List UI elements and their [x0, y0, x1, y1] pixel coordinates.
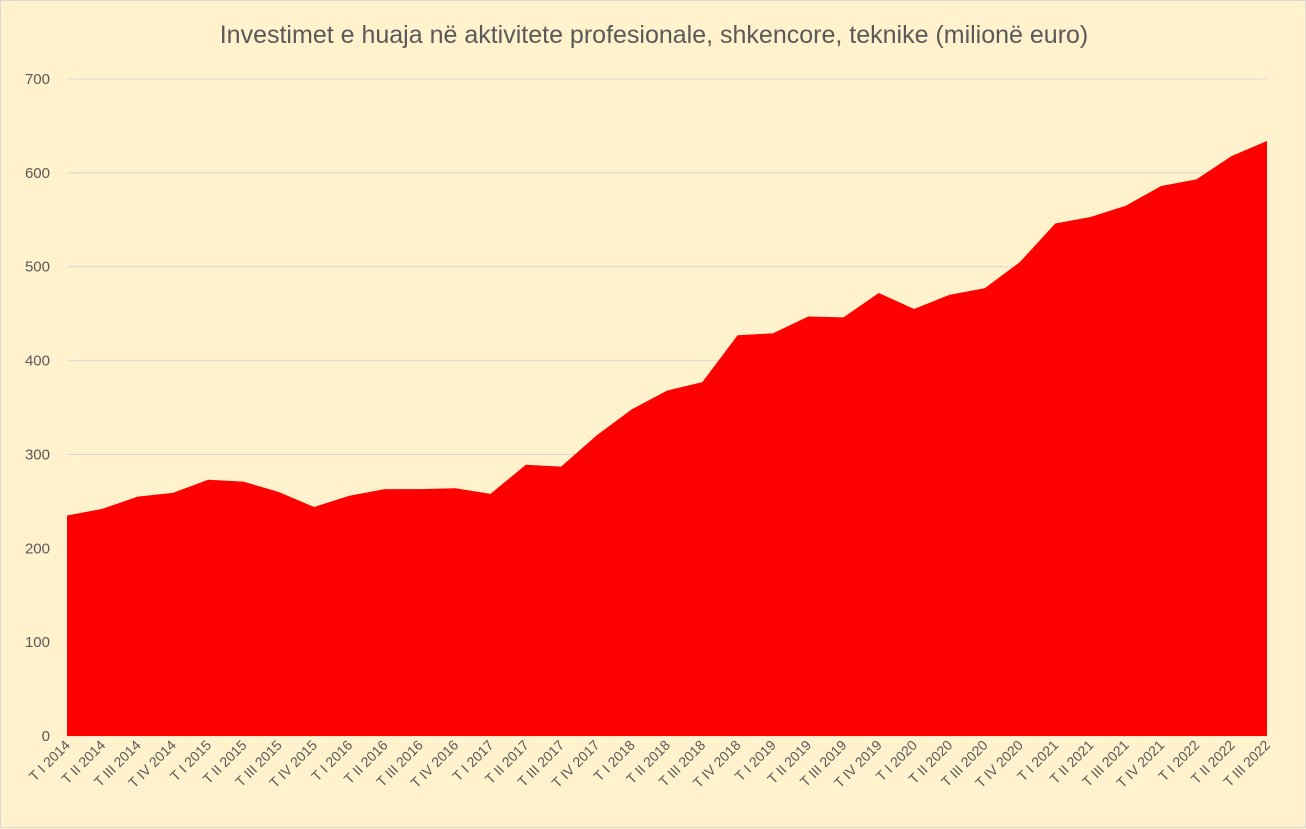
area-series: [67, 140, 1267, 736]
y-tick-label: 700: [25, 71, 50, 88]
y-tick-label: 100: [25, 634, 50, 651]
y-tick-label: 600: [25, 165, 50, 182]
y-tick-label: 400: [25, 353, 50, 370]
chart-title: Investimet e huaja në aktivitete profesi…: [219, 21, 1089, 49]
y-tick-label: 500: [25, 259, 50, 276]
y-axis-ticks: 0 100 200 300 400 500 600 700: [25, 71, 50, 745]
y-tick-label: 300: [25, 446, 50, 463]
y-tick-label: 200: [25, 540, 50, 557]
y-tick-label: 0: [42, 728, 50, 745]
area-series-fill: [67, 140, 1267, 736]
